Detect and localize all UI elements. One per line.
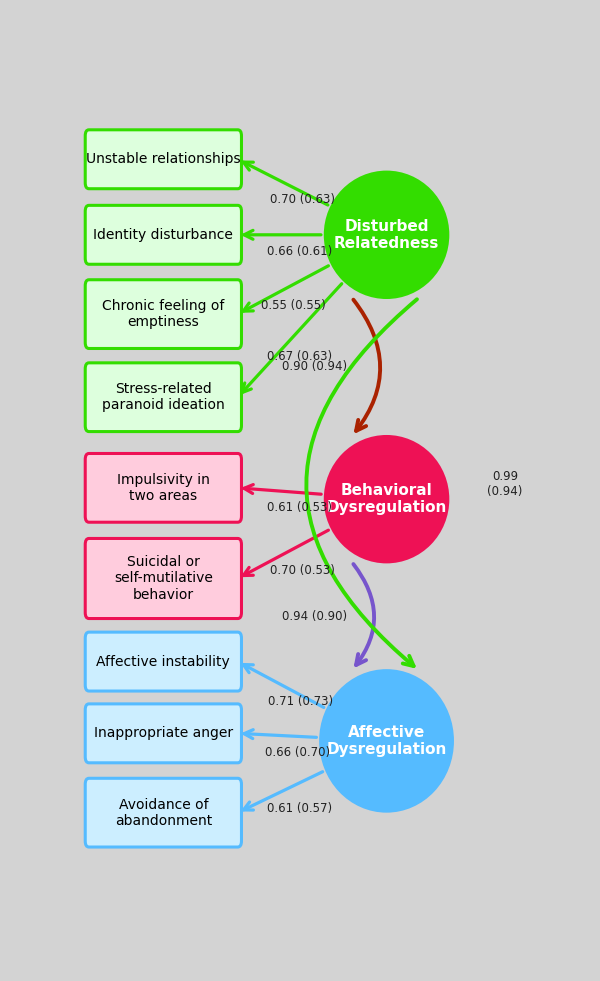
FancyBboxPatch shape [85, 778, 241, 847]
FancyBboxPatch shape [85, 539, 241, 619]
FancyBboxPatch shape [85, 363, 241, 432]
FancyArrowPatch shape [307, 299, 417, 666]
Text: 0.70 (0.63): 0.70 (0.63) [270, 193, 335, 206]
Ellipse shape [324, 171, 449, 299]
Text: 0.94 (0.90): 0.94 (0.90) [282, 610, 347, 623]
Text: 0.71 (0.73): 0.71 (0.73) [268, 696, 333, 708]
FancyBboxPatch shape [85, 632, 241, 691]
FancyBboxPatch shape [85, 453, 241, 522]
Text: Behavioral
Dysregulation: Behavioral Dysregulation [326, 483, 447, 515]
Text: Affective instability: Affective instability [97, 654, 230, 669]
Text: 0.90 (0.94): 0.90 (0.94) [282, 360, 347, 374]
Ellipse shape [319, 669, 454, 812]
FancyArrowPatch shape [353, 564, 374, 665]
Text: 0.99
(0.94): 0.99 (0.94) [487, 470, 523, 498]
FancyArrowPatch shape [353, 299, 380, 431]
Text: Stress-related
paranoid ideation: Stress-related paranoid ideation [102, 383, 225, 412]
FancyBboxPatch shape [85, 704, 241, 763]
Text: 0.61 (0.57): 0.61 (0.57) [268, 801, 332, 814]
Text: Inappropriate anger: Inappropriate anger [94, 726, 233, 741]
FancyBboxPatch shape [85, 280, 241, 348]
Text: Avoidance of
abandonment: Avoidance of abandonment [115, 798, 212, 828]
Text: Impulsivity in
two areas: Impulsivity in two areas [117, 473, 210, 503]
Text: Affective
Dysregulation: Affective Dysregulation [326, 725, 447, 757]
Text: 0.70 (0.53): 0.70 (0.53) [271, 564, 335, 577]
Text: 0.67 (0.63): 0.67 (0.63) [268, 349, 332, 363]
FancyBboxPatch shape [85, 129, 241, 188]
Text: 0.66 (0.70): 0.66 (0.70) [265, 746, 329, 758]
Text: 0.61 (0.53): 0.61 (0.53) [267, 501, 332, 514]
Text: Suicidal or
self-mutilative
behavior: Suicidal or self-mutilative behavior [114, 555, 213, 601]
Text: Disturbed
Relatedness: Disturbed Relatedness [334, 219, 439, 251]
Text: 0.66 (0.61): 0.66 (0.61) [267, 245, 332, 258]
FancyBboxPatch shape [85, 205, 241, 264]
Text: 0.55 (0.55): 0.55 (0.55) [261, 299, 326, 312]
Text: Identity disturbance: Identity disturbance [94, 228, 233, 241]
Text: Unstable relationships: Unstable relationships [86, 152, 241, 166]
Text: Chronic feeling of
emptiness: Chronic feeling of emptiness [102, 299, 224, 330]
Ellipse shape [324, 435, 449, 563]
